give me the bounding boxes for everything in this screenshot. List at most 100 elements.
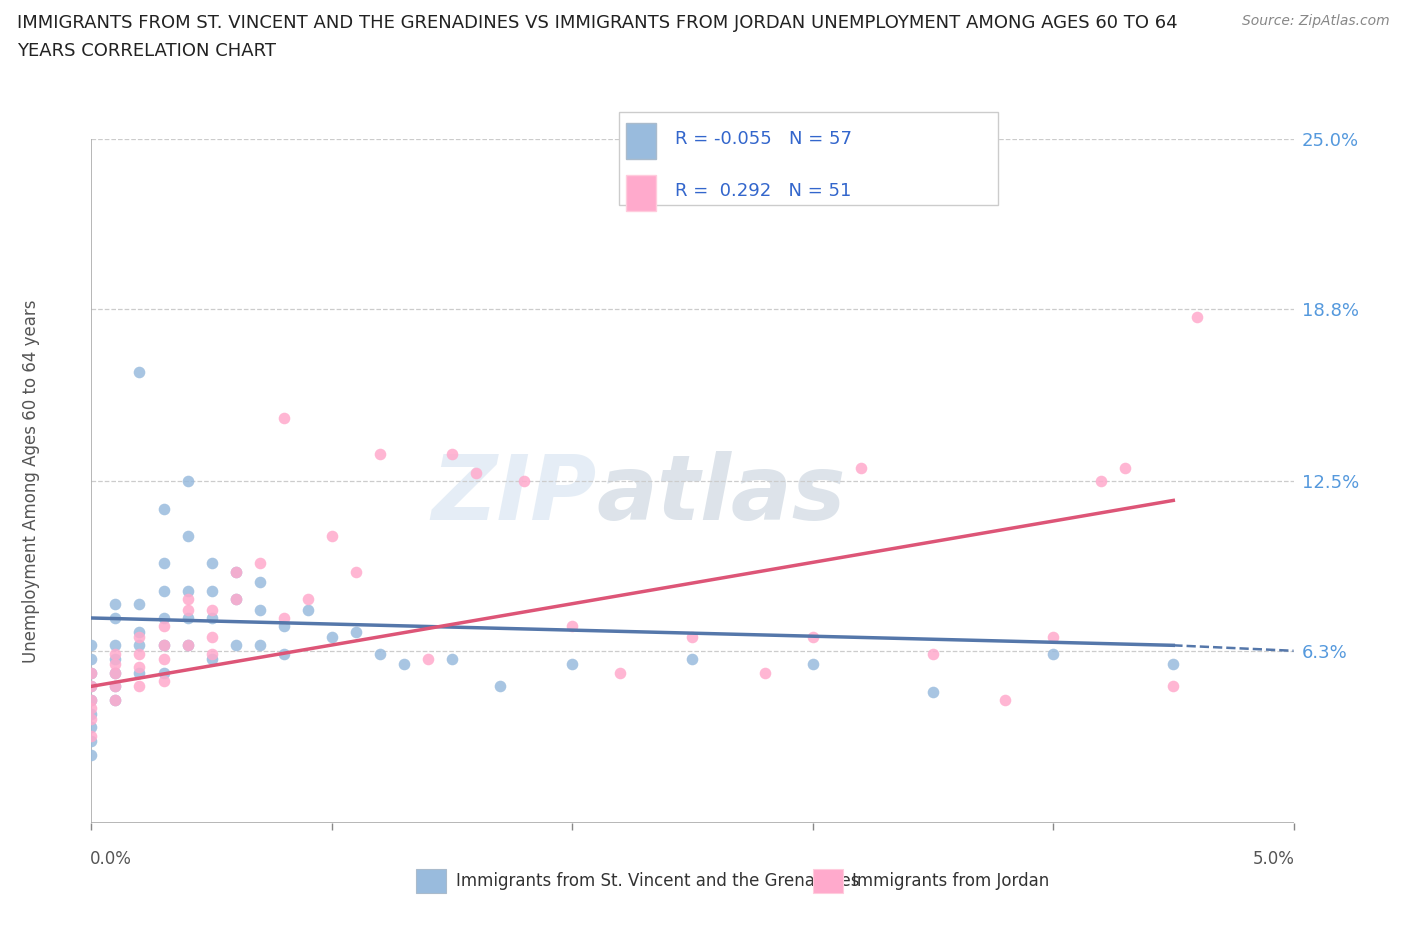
Point	[176, 583, 198, 598]
Point	[1161, 657, 1184, 671]
Point	[225, 591, 247, 606]
Point	[344, 565, 367, 579]
Text: 0.0%: 0.0%	[90, 850, 132, 869]
Point	[152, 673, 174, 688]
Point	[1187, 310, 1209, 325]
Point	[80, 701, 103, 716]
Point	[152, 556, 174, 571]
Point	[104, 611, 127, 626]
Point	[152, 665, 174, 680]
Point	[128, 659, 150, 674]
Point	[80, 679, 103, 694]
Point	[176, 611, 198, 626]
Point	[104, 693, 127, 708]
Point	[922, 684, 945, 699]
Point	[128, 679, 150, 694]
Point	[681, 630, 703, 644]
Point	[80, 728, 103, 743]
Point	[201, 630, 224, 644]
Point	[80, 734, 103, 749]
Point	[128, 665, 150, 680]
Point	[801, 657, 824, 671]
Point	[440, 446, 463, 461]
Point	[176, 638, 198, 653]
Point	[1042, 630, 1064, 644]
Point	[1042, 646, 1064, 661]
Point	[297, 603, 319, 618]
Point	[80, 711, 103, 726]
Point	[201, 583, 224, 598]
Point	[128, 646, 150, 661]
Text: Source: ZipAtlas.com: Source: ZipAtlas.com	[1241, 14, 1389, 28]
Point	[152, 652, 174, 667]
Point	[201, 611, 224, 626]
Point	[80, 720, 103, 735]
Point	[273, 411, 295, 426]
Point	[561, 657, 583, 671]
Point	[561, 618, 583, 633]
Point	[104, 652, 127, 667]
Point	[465, 466, 488, 481]
Text: Unemployment Among Ages 60 to 64 years: Unemployment Among Ages 60 to 64 years	[22, 299, 41, 663]
Point	[273, 646, 295, 661]
Point	[128, 624, 150, 639]
Text: 5.0%: 5.0%	[1253, 850, 1295, 869]
Text: atlas: atlas	[596, 451, 846, 539]
Point	[249, 603, 271, 618]
Point	[80, 665, 103, 680]
Point	[128, 597, 150, 612]
Point	[368, 446, 391, 461]
Point	[440, 652, 463, 667]
Point	[344, 624, 367, 639]
Point	[1161, 679, 1184, 694]
Point	[104, 646, 127, 661]
Point	[152, 501, 174, 516]
Point	[201, 603, 224, 618]
Text: ZIP: ZIP	[432, 451, 596, 539]
Point	[801, 630, 824, 644]
Point	[128, 630, 150, 644]
Point	[754, 665, 776, 680]
Point	[104, 665, 127, 680]
Point	[392, 657, 415, 671]
Point	[104, 638, 127, 653]
Point	[225, 565, 247, 579]
Point	[201, 556, 224, 571]
Point	[104, 693, 127, 708]
Point	[104, 597, 127, 612]
Point	[1114, 460, 1136, 475]
FancyBboxPatch shape	[813, 869, 842, 894]
Point	[609, 665, 631, 680]
Text: IMMIGRANTS FROM ST. VINCENT AND THE GRENADINES VS IMMIGRANTS FROM JORDAN UNEMPLO: IMMIGRANTS FROM ST. VINCENT AND THE GREN…	[17, 14, 1177, 32]
Point	[80, 706, 103, 721]
Point	[922, 646, 945, 661]
Point	[225, 591, 247, 606]
Point	[104, 679, 127, 694]
Point	[104, 657, 127, 671]
Text: R = -0.055   N = 57: R = -0.055 N = 57	[675, 130, 852, 148]
Point	[80, 679, 103, 694]
Point	[176, 638, 198, 653]
Point	[152, 618, 174, 633]
Point	[225, 638, 247, 653]
Point	[176, 591, 198, 606]
Point	[368, 646, 391, 661]
Text: Immigrants from Jordan: Immigrants from Jordan	[852, 872, 1050, 890]
FancyBboxPatch shape	[416, 869, 446, 894]
Point	[681, 652, 703, 667]
Point	[152, 583, 174, 598]
Point	[489, 679, 512, 694]
Point	[176, 474, 198, 489]
Point	[128, 365, 150, 379]
Point	[152, 611, 174, 626]
Point	[152, 638, 174, 653]
Point	[273, 618, 295, 633]
Point	[249, 575, 271, 590]
Point	[80, 665, 103, 680]
Point	[201, 652, 224, 667]
Text: YEARS CORRELATION CHART: YEARS CORRELATION CHART	[17, 42, 276, 60]
Point	[994, 693, 1017, 708]
Point	[201, 646, 224, 661]
Point	[1090, 474, 1112, 489]
Point	[80, 748, 103, 763]
